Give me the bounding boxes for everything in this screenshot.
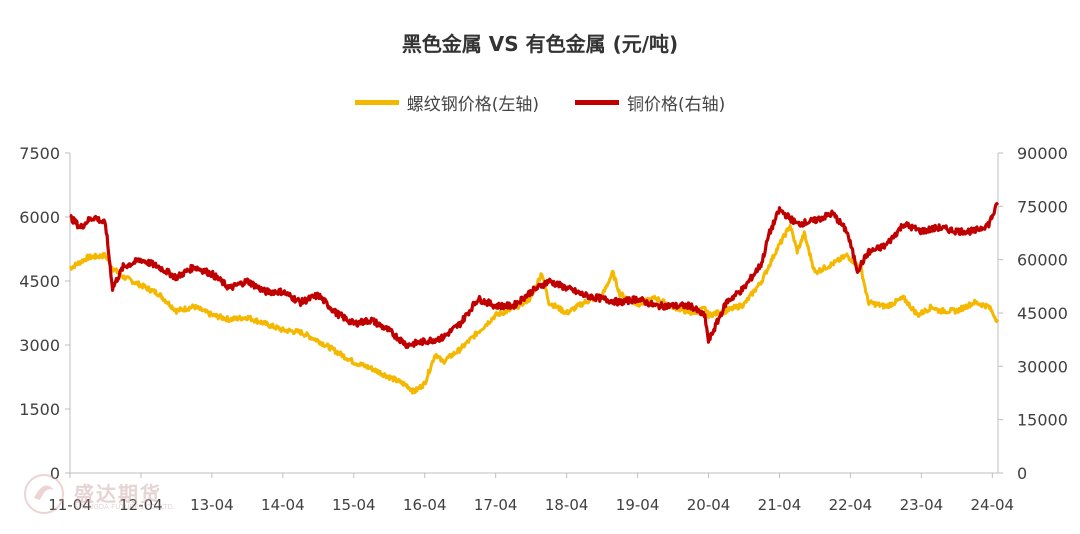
legend: 螺纹钢价格(左轴) 铜价格(右轴)	[0, 90, 1080, 115]
left-tick-label: 0	[50, 464, 60, 483]
x-tick-label: 20-04	[687, 496, 731, 514]
right-tick-label: 30000	[1017, 357, 1068, 376]
legend-item-rebar: 螺纹钢价格(左轴)	[354, 90, 539, 115]
x-tick-label: 21-04	[758, 496, 802, 514]
x-tick-label: 14-04	[261, 496, 305, 514]
right-tick-label: 0	[1017, 464, 1027, 483]
series-line-copper	[69, 201, 1000, 349]
watermark-logo-icon	[24, 474, 64, 514]
right-tick-label: 15000	[1017, 411, 1068, 430]
left-tick-label: 3000	[19, 336, 60, 355]
legend-item-copper: 铜价格(右轴)	[575, 90, 725, 115]
left-tick-label: 4500	[19, 272, 60, 291]
x-tick-label: 16-04	[403, 496, 447, 514]
left-tick-label: 6000	[19, 208, 60, 227]
chart-title: 黑色金属 VS 有色金属 (元/吨)	[401, 32, 679, 56]
x-tick-label: 15-04	[332, 496, 376, 514]
x-tick-label: 12-04	[119, 496, 163, 514]
right-tick-label: 90000	[1017, 144, 1068, 163]
x-tick-label: 24-04	[971, 496, 1015, 514]
watermark-sub: SHENGDA FUTURES CO.,LTD.	[74, 502, 175, 511]
left-tick-label: 7500	[19, 144, 60, 163]
x-tick-label: 13-04	[190, 496, 234, 514]
series-line-rebar	[68, 224, 1000, 395]
watermark: 盛达期货 SHENGDA FUTURES CO.,LTD.	[22, 472, 175, 516]
x-tick-label: 19-04	[616, 496, 660, 514]
x-tick-label: 23-04	[900, 496, 944, 514]
x-tick-label: 11-04	[48, 496, 92, 514]
right-tick-label: 45000	[1017, 304, 1068, 323]
right-tick-label: 75000	[1017, 197, 1068, 216]
legend-swatch-rebar	[354, 100, 399, 105]
legend-label-rebar: 螺纹钢价格(左轴)	[406, 95, 539, 115]
x-tick-label: 17-04	[474, 496, 518, 514]
legend-label-copper: 铜价格(右轴)	[627, 95, 726, 115]
x-tick-label: 22-04	[829, 496, 873, 514]
legend-swatch-copper	[575, 100, 619, 105]
right-tick-label: 60000	[1017, 251, 1068, 270]
x-tick-label: 18-04	[545, 496, 589, 514]
left-tick-label: 1500	[19, 400, 60, 419]
watermark-text: 盛达期货	[74, 481, 162, 506]
